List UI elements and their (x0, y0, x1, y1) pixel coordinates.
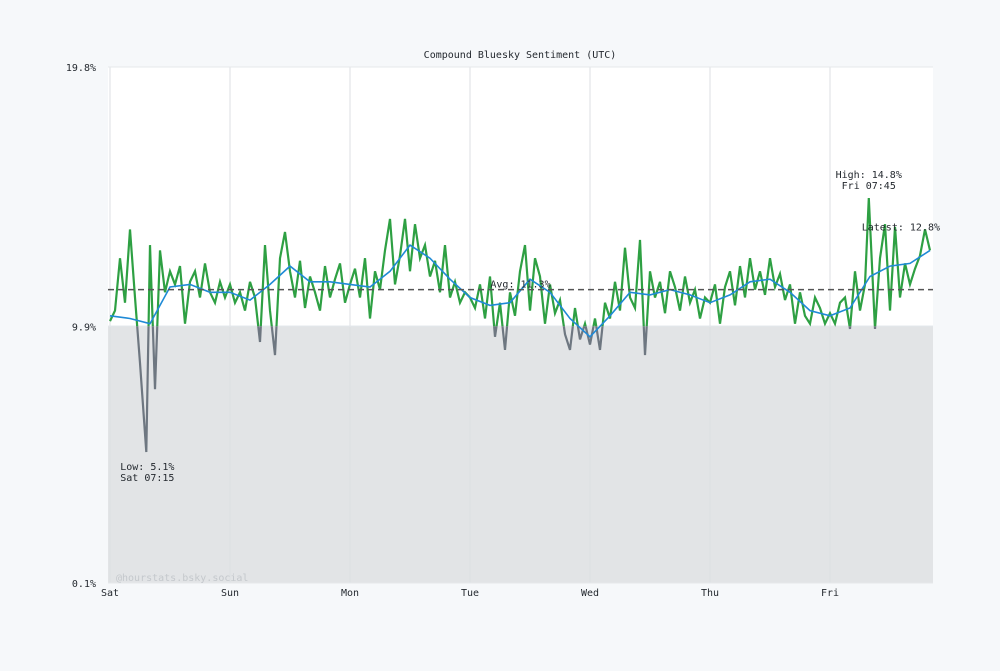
high-label: High: 14.8% (836, 170, 902, 181)
x-tick-label: Thu (701, 588, 719, 599)
latest-label: Latest: 12.8% (862, 222, 940, 233)
smoothed-line (109, 244, 931, 338)
x-tick-label: Wed (581, 588, 599, 599)
line-above (109, 197, 932, 327)
avg-label: Avg: 11.3% (490, 280, 550, 291)
x-tick-label: Sun (221, 588, 239, 599)
chart-title: Compound Bluesky Sentiment (UTC) (424, 50, 617, 61)
threshold-area (108, 326, 933, 583)
low-label: Low: 5.1% (120, 462, 174, 473)
watermark: @hourstats.bsky.social (116, 573, 248, 584)
x-tick-label: Fri (821, 588, 839, 599)
low-label: Sat 07:15 (120, 473, 174, 484)
x-tick-label: Mon (341, 588, 359, 599)
y-tick-label: 0.1% (72, 579, 96, 590)
x-tick-label: Sat (101, 588, 119, 599)
high-label: Fri 07:45 (842, 181, 896, 192)
x-tick-label: Tue (461, 588, 479, 599)
y-tick-label: 19.8% (66, 63, 96, 74)
y-tick-label: 9.9% (72, 322, 96, 333)
